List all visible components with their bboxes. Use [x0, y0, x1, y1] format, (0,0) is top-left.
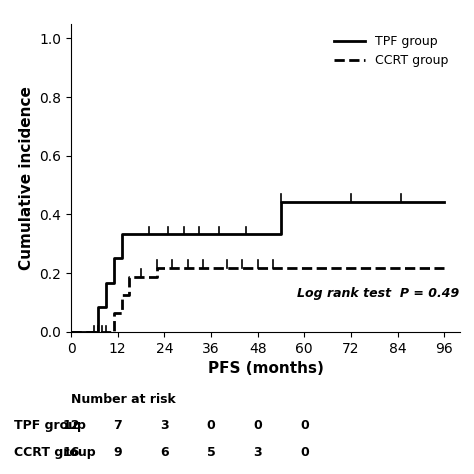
Text: 0: 0	[300, 419, 309, 432]
Text: 0: 0	[300, 446, 309, 458]
CCRT group	[154, 265, 159, 271]
TPF group	[115, 255, 120, 261]
Text: 6: 6	[160, 446, 169, 458]
CCRT group	[134, 274, 140, 280]
Text: 7: 7	[113, 419, 122, 432]
Text: CCRT group: CCRT group	[14, 446, 96, 458]
X-axis label: PFS (months): PFS (months)	[208, 361, 323, 376]
TPF group	[119, 231, 125, 237]
Text: 5: 5	[207, 446, 215, 458]
TPF group	[111, 255, 117, 261]
TPF group	[255, 231, 261, 237]
TPF group	[95, 305, 101, 310]
Line: CCRT group: CCRT group	[71, 268, 444, 332]
CCRT group	[107, 329, 113, 335]
TPF group	[107, 280, 113, 286]
TPF group	[441, 199, 447, 204]
CCRT group	[68, 329, 74, 335]
Text: TPF group: TPF group	[14, 419, 86, 432]
Y-axis label: Cumulative incidence: Cumulative incidence	[19, 86, 34, 270]
CCRT group	[119, 292, 125, 298]
TPF group	[103, 280, 109, 286]
TPF group	[399, 199, 404, 204]
TPF group	[278, 199, 284, 204]
TPF group	[68, 329, 74, 335]
Legend: TPF group, CCRT group: TPF group, CCRT group	[329, 30, 454, 72]
TPF group	[146, 231, 152, 237]
TPF group	[138, 231, 144, 237]
Text: 3: 3	[160, 419, 169, 432]
TPF group	[100, 305, 105, 310]
Text: 9: 9	[113, 446, 122, 458]
Text: Number at risk: Number at risk	[71, 393, 176, 406]
TPF group	[91, 329, 97, 335]
Text: Log rank test  P = 0.49: Log rank test P = 0.49	[297, 287, 459, 300]
Line: TPF group: TPF group	[71, 201, 444, 332]
TPF group	[348, 199, 354, 204]
Text: 3: 3	[254, 446, 262, 458]
Text: 16: 16	[63, 446, 80, 458]
Text: 0: 0	[253, 419, 262, 432]
CCRT group	[123, 292, 128, 298]
Text: 12: 12	[63, 419, 80, 432]
CCRT group	[127, 274, 132, 280]
Text: 0: 0	[207, 419, 215, 432]
CCRT group	[115, 310, 120, 316]
CCRT group	[441, 265, 447, 271]
CCRT group	[111, 310, 117, 316]
